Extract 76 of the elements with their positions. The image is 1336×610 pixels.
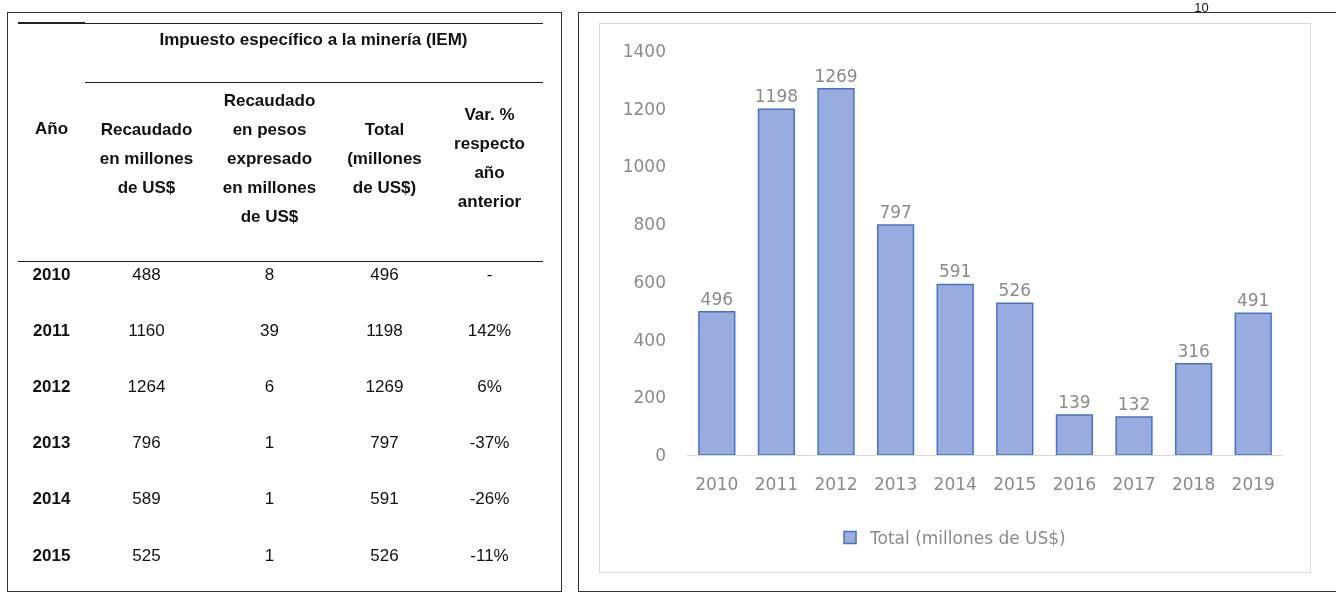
x-tick-label: 2018 bbox=[1171, 473, 1216, 494]
bar bbox=[1234, 312, 1272, 455]
data-label: 142% bbox=[467, 320, 512, 341]
x-tick-label: 2015 bbox=[993, 473, 1037, 494]
data-label: -11% bbox=[470, 545, 509, 566]
y-tick-label: 600 bbox=[633, 271, 666, 292]
x-tick-label: Recaudado en pesos expresado en millones de US$ bbox=[221, 89, 318, 227]
data-label: 496 bbox=[700, 288, 734, 309]
x-tick-label: 2016 bbox=[1052, 473, 1097, 494]
data-label: 6 bbox=[264, 376, 275, 397]
y-tick-label: 1400 bbox=[622, 40, 666, 61]
data-label: -26% bbox=[469, 489, 510, 510]
bar bbox=[757, 108, 796, 455]
data-label: 496 bbox=[370, 264, 399, 285]
bar bbox=[1055, 413, 1094, 455]
x-tick-label: 2012 bbox=[814, 473, 858, 494]
data-label: 8 bbox=[264, 264, 275, 285]
data-label: 591 bbox=[938, 260, 972, 281]
y-tick-label: 2013 bbox=[32, 433, 71, 454]
bar bbox=[936, 283, 974, 455]
x-tick-label: 2014 bbox=[933, 473, 977, 494]
x-tick-label: Total (millones de US$) bbox=[346, 118, 423, 198]
y-tick-label: 2012 bbox=[32, 376, 71, 397]
x-tick-label: 2013 bbox=[873, 473, 918, 494]
data-label: 139 bbox=[1058, 391, 1091, 412]
bar bbox=[698, 310, 736, 455]
data-label: 797 bbox=[879, 201, 912, 222]
data-label: 589 bbox=[132, 489, 161, 510]
x-tick-label: 2019 bbox=[1231, 473, 1275, 494]
x-tick-label: Var. % respecto año anterior bbox=[453, 103, 526, 213]
data-label: 1 bbox=[264, 489, 275, 510]
bar bbox=[1115, 415, 1153, 455]
y-tick-label: 2010 bbox=[32, 264, 71, 285]
chart-title: Impuesto específico a la minería (IEM) bbox=[159, 29, 468, 50]
data-label: 796 bbox=[132, 433, 161, 454]
data-label: 1160 bbox=[128, 320, 165, 341]
y-tick-label: 2015 bbox=[32, 545, 71, 566]
y-tick-label: 800 bbox=[633, 213, 666, 234]
text: - bbox=[486, 264, 493, 284]
data-label: 132 bbox=[1117, 393, 1151, 414]
data-label: 1269 bbox=[365, 376, 404, 397]
legend-label: Total (millones de US$) bbox=[869, 527, 1066, 548]
data-label: 1269 bbox=[814, 65, 858, 86]
y-tick-label: 0 bbox=[655, 444, 666, 465]
data-label: 1 bbox=[264, 433, 275, 454]
data-label: 6% bbox=[477, 376, 502, 397]
x-tick-label: 2011 bbox=[754, 473, 799, 494]
y-tick-label: 1000 bbox=[622, 155, 666, 176]
data-label: 1 bbox=[264, 545, 275, 566]
data-label: 526 bbox=[998, 279, 1032, 300]
data-label: 316 bbox=[1177, 340, 1210, 361]
data-label: 39 bbox=[260, 320, 279, 341]
data-label: -37% bbox=[469, 433, 510, 454]
data-label: 526 bbox=[370, 545, 399, 566]
y-axis-title: Año bbox=[34, 118, 69, 139]
y-tick-label: 2014 bbox=[32, 489, 71, 510]
x-tick-label: 2010 bbox=[695, 473, 739, 494]
data-label: 1198 bbox=[754, 85, 799, 106]
text: 10 bbox=[1194, 0, 1209, 14]
data-label: 797 bbox=[370, 433, 399, 454]
y-tick-label: 1200 bbox=[622, 98, 666, 119]
x-tick-label: Recaudado en millones de US$ bbox=[98, 118, 195, 198]
data-label: 525 bbox=[132, 545, 161, 566]
x-tick-label: 2017 bbox=[1112, 473, 1156, 494]
y-tick-label: 200 bbox=[633, 386, 666, 407]
data-label: 1198 bbox=[366, 320, 403, 341]
bar bbox=[1174, 362, 1213, 455]
y-tick-label: 400 bbox=[633, 329, 666, 350]
data-label: 491 bbox=[1236, 289, 1270, 310]
bar bbox=[817, 87, 855, 455]
y-tick-label: 2011 bbox=[33, 320, 70, 341]
data-label: 1264 bbox=[127, 376, 166, 397]
bar bbox=[876, 223, 915, 455]
data-label: 488 bbox=[132, 264, 161, 285]
data-label: 591 bbox=[370, 489, 399, 510]
bar bbox=[996, 301, 1034, 455]
